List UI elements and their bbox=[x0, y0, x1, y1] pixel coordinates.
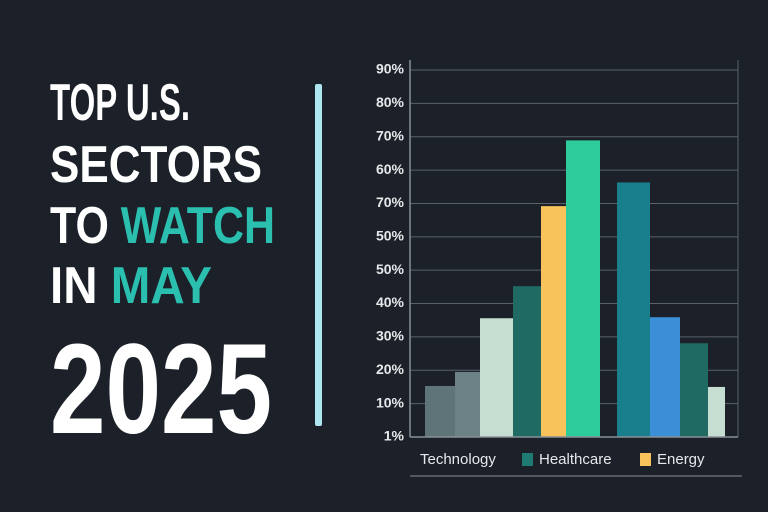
title-line: TOP U.S. bbox=[50, 74, 190, 132]
title-text: 2025 bbox=[50, 318, 272, 461]
bar bbox=[680, 343, 708, 437]
y-tick-label: 50% bbox=[376, 261, 405, 277]
y-tick-label: 70% bbox=[376, 127, 405, 143]
bar bbox=[455, 371, 480, 437]
title-line: SECTORS bbox=[50, 136, 262, 194]
y-tick-label: 30% bbox=[376, 328, 405, 344]
title-accent: WATCH bbox=[121, 197, 275, 255]
y-tick-label: 60% bbox=[376, 161, 405, 177]
legend-swatch bbox=[640, 453, 651, 466]
title-accent: MAY bbox=[111, 257, 212, 315]
title-line: 2025 bbox=[50, 318, 272, 461]
title-text: SECTORS bbox=[50, 136, 262, 194]
bar bbox=[617, 182, 650, 437]
legend-label: Technology bbox=[420, 451, 496, 468]
y-tick-label: 90% bbox=[376, 61, 405, 77]
y-tick-label: 20% bbox=[376, 361, 405, 377]
title-text: IN bbox=[50, 257, 111, 315]
y-tick-label: 50% bbox=[376, 228, 405, 244]
bar bbox=[708, 386, 725, 437]
bar bbox=[650, 317, 680, 437]
bar bbox=[566, 140, 600, 437]
y-tick-label: 70% bbox=[376, 194, 405, 210]
y-tick-label: 1% bbox=[384, 428, 405, 444]
divider bbox=[315, 84, 322, 426]
title-text: TOP U.S. bbox=[50, 74, 190, 132]
legend-label: Healthcare bbox=[539, 451, 612, 468]
title-text: TO bbox=[50, 197, 121, 255]
bar bbox=[513, 286, 541, 437]
bar bbox=[480, 318, 513, 437]
title-line: TO WATCH bbox=[50, 197, 275, 255]
bar bbox=[425, 385, 455, 437]
y-tick-label: 40% bbox=[376, 294, 405, 310]
legend-swatch bbox=[522, 453, 533, 466]
y-tick-label: 80% bbox=[376, 94, 405, 110]
y-tick-label: 10% bbox=[376, 394, 405, 410]
legend-label: Energy bbox=[657, 451, 705, 468]
bar bbox=[541, 206, 566, 437]
title-line: IN MAY bbox=[50, 257, 212, 315]
